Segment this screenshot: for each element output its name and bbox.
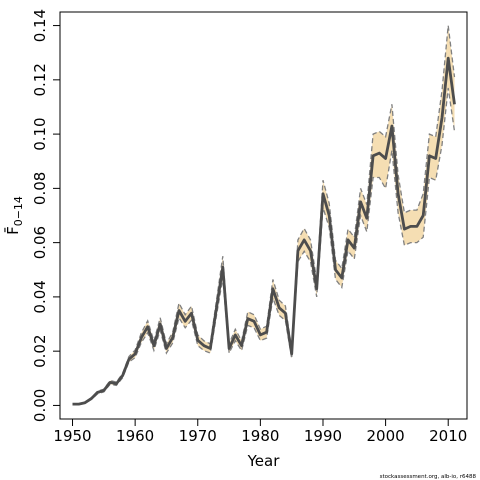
- watermark-text: stockassessment.org, alb-io, r6488: [380, 474, 477, 480]
- y-tick-label-0.04: 0.04: [31, 280, 49, 313]
- y-axis-label: F̄0−14: [3, 196, 25, 235]
- y-axis-label-main: F̄: [3, 226, 22, 235]
- y-tick-label-0.00: 0.00: [31, 389, 49, 422]
- plot-frame: [59, 11, 468, 420]
- plot-area: [72, 25, 456, 406]
- confidence-band: [72, 25, 455, 405]
- y-tick-label-0.06: 0.06: [31, 226, 49, 259]
- y-tick-label-0.14: 0.14: [31, 9, 49, 42]
- y-axis-label-subscript: 0−14: [12, 196, 25, 226]
- x-tick-label-1980: 1980: [241, 427, 279, 445]
- lower-bound-line: [72, 87, 456, 405]
- x-tick-label-2010: 2010: [429, 427, 467, 445]
- estimate-line: [72, 56, 456, 406]
- x-axis-label: Year: [247, 452, 281, 470]
- y-tick-label-0.08: 0.08: [31, 172, 49, 205]
- x-axis: 1950 1960 1970 1980 1990 2000 2010: [53, 419, 467, 445]
- y-tick-label-0.10: 0.10: [31, 117, 49, 150]
- y-tick-label-0.12: 0.12: [31, 63, 49, 96]
- x-tick-label-2000: 2000: [367, 427, 405, 445]
- x-tick-label-1970: 1970: [179, 427, 217, 445]
- x-tick-label-1960: 1960: [116, 427, 154, 445]
- x-tick-label-1990: 1990: [304, 427, 342, 445]
- x-tick-label-1950: 1950: [53, 427, 91, 445]
- upper-bound-line: [72, 25, 456, 405]
- y-axis: 0.00 0.02 0.04 0.06 0.08 0.10 0.12 0.14: [31, 9, 60, 422]
- y-tick-label-0.02: 0.02: [31, 334, 49, 367]
